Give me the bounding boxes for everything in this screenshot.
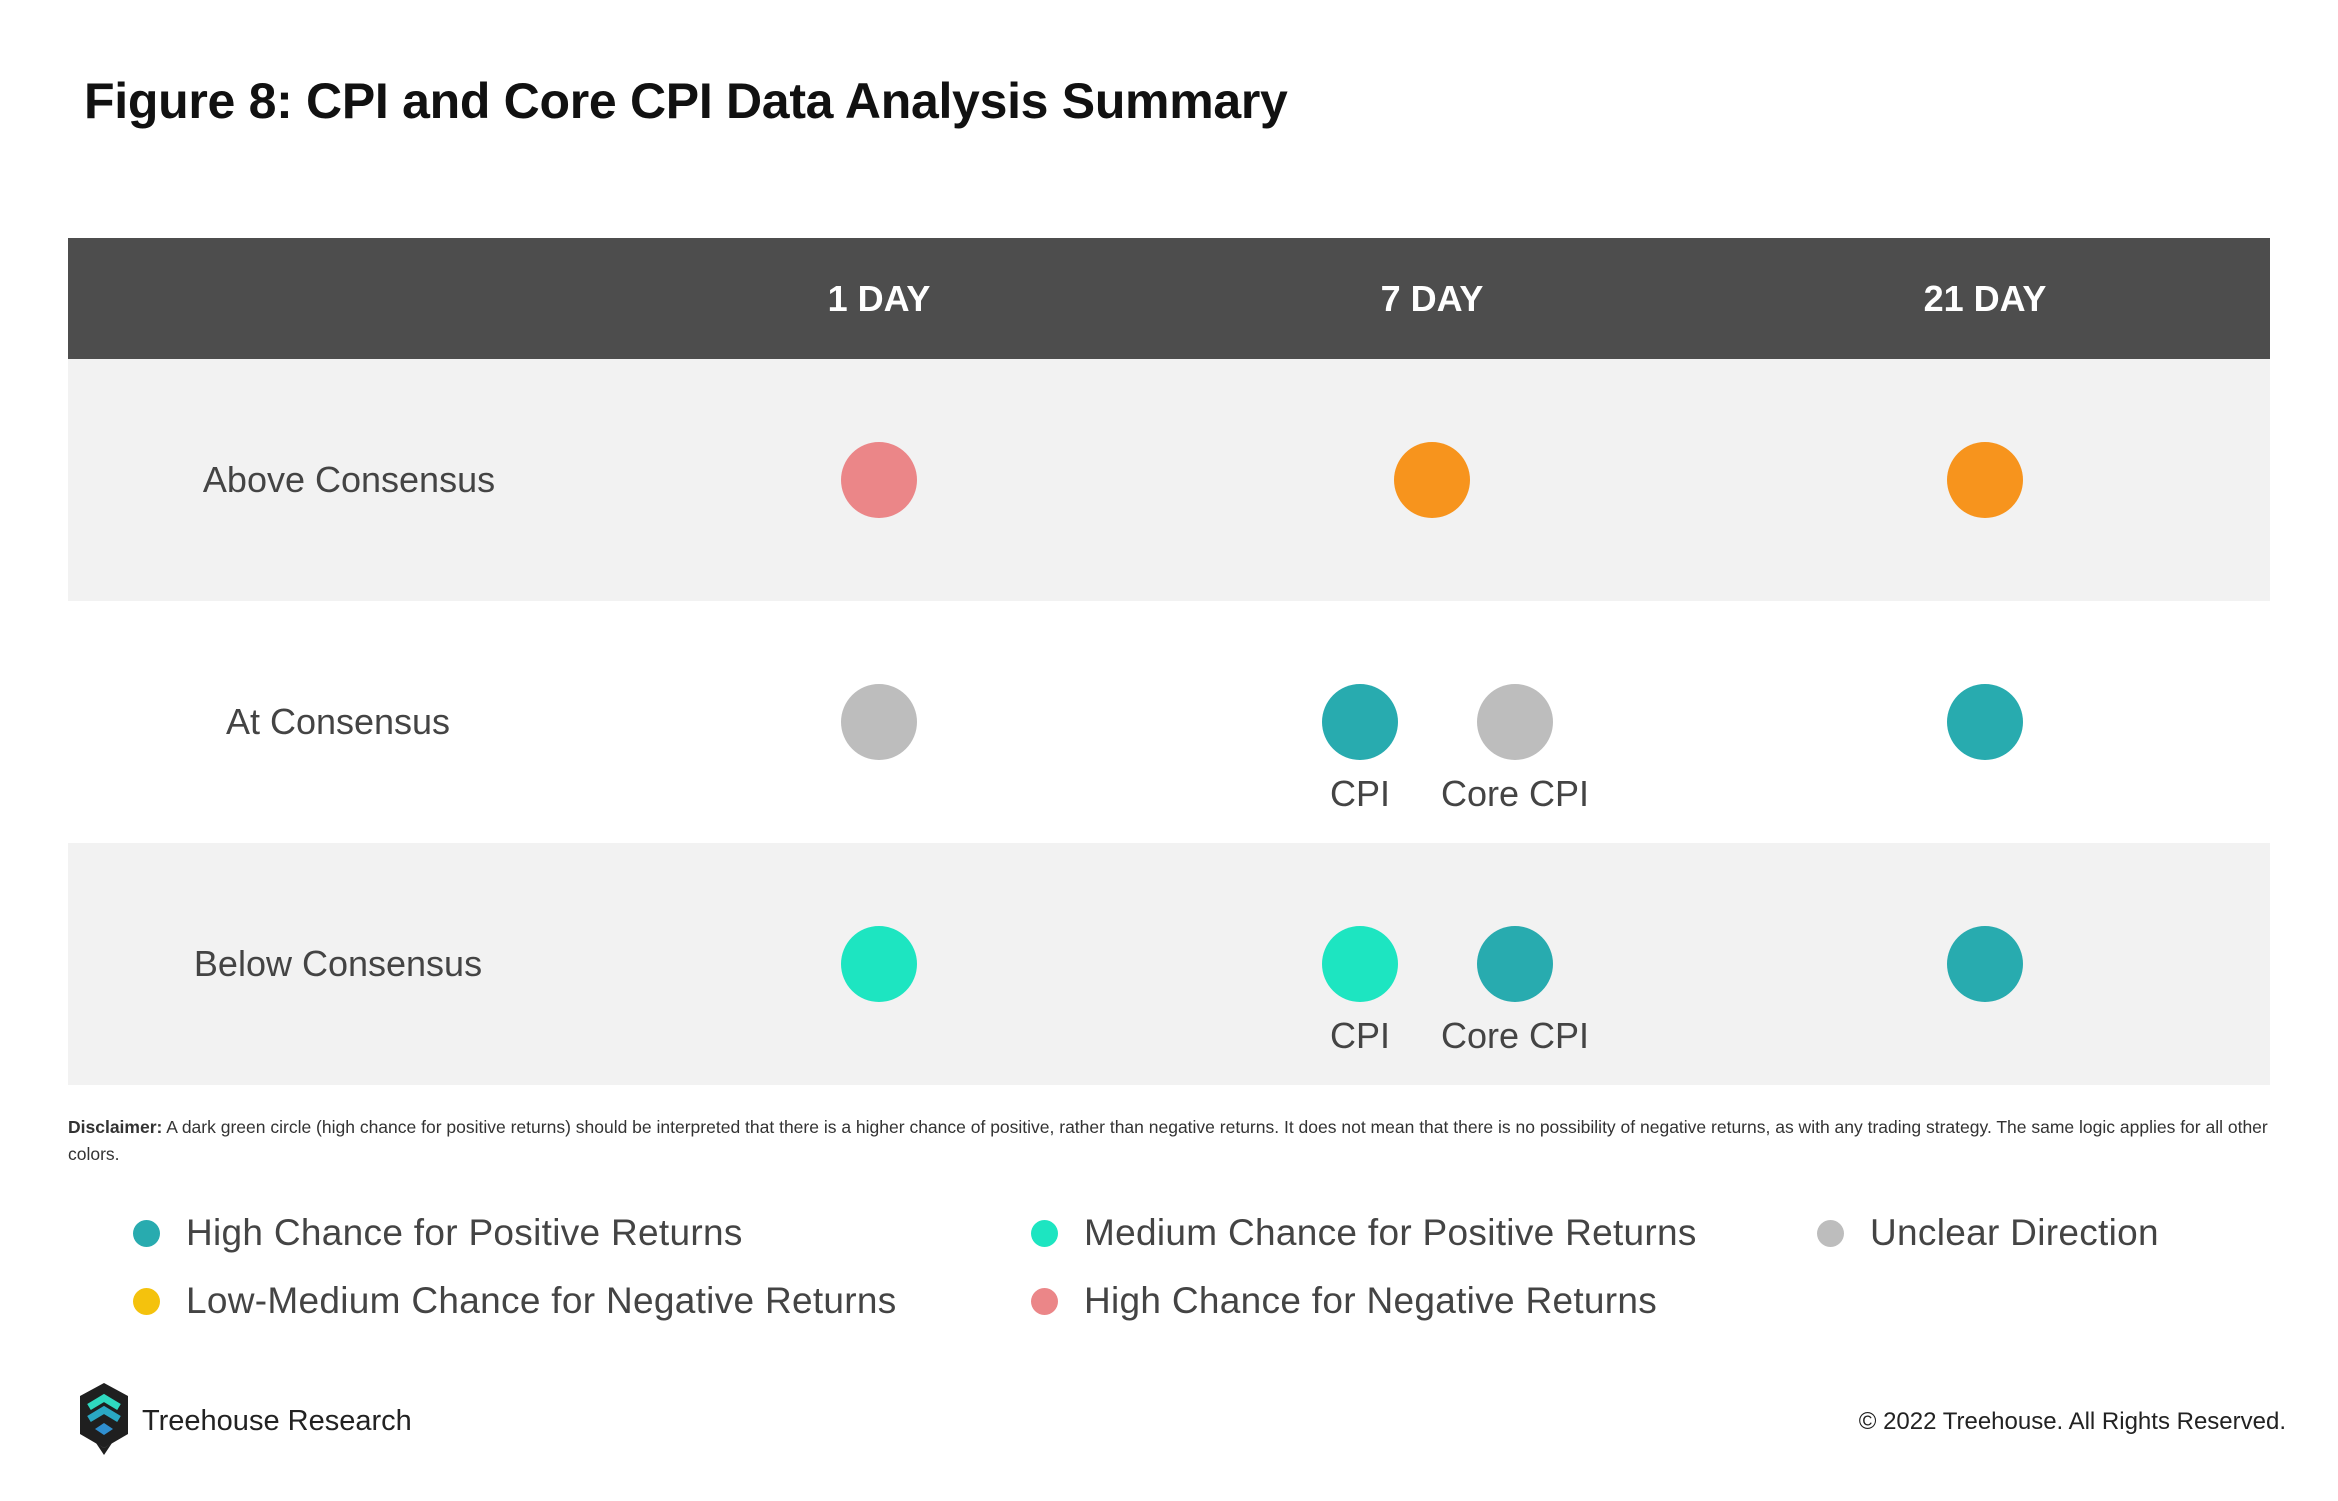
table-header: 1 DAY 7 DAY 21 DAY bbox=[68, 238, 2270, 359]
legend-label: Low-Medium Chance for Negative Returns bbox=[186, 1280, 897, 1321]
disclaimer-label: Disclaimer: bbox=[68, 1117, 163, 1137]
status-dot-cpi bbox=[1322, 684, 1398, 760]
dot-label-core-cpi: Core CPI bbox=[1440, 1015, 1590, 1056]
status-dot bbox=[841, 442, 917, 518]
legend-item-unclear: Unclear Direction bbox=[1817, 1211, 2159, 1255]
legend-dot bbox=[1817, 1219, 1844, 1247]
row-label: At Consensus bbox=[225, 701, 451, 742]
dot-label-core-cpi: Core CPI bbox=[1440, 773, 1590, 814]
status-dot bbox=[1947, 926, 2023, 1002]
legend-label: Unclear Direction bbox=[1870, 1212, 2159, 1253]
row-label: Above Consensus bbox=[202, 459, 496, 500]
legend-dot bbox=[133, 1219, 160, 1247]
row-label: Below Consensus bbox=[193, 943, 483, 984]
legend-dot bbox=[133, 1287, 160, 1315]
status-dot bbox=[841, 684, 917, 760]
disclaimer: Disclaimer: A dark green circle (high ch… bbox=[68, 1114, 2278, 1168]
table-row-above-consensus: Above Consensus bbox=[68, 359, 2270, 601]
status-dot bbox=[1947, 684, 2023, 760]
legend-item-low-medium-negative: Low-Medium Chance for Negative Returns bbox=[133, 1279, 897, 1323]
column-header-1-day: 1 DAY bbox=[827, 278, 931, 319]
dot-label-cpi: CPI bbox=[1329, 773, 1391, 814]
legend-item-medium-positive: Medium Chance for Positive Returns bbox=[1031, 1211, 1697, 1255]
dot-label-cpi: CPI bbox=[1329, 1015, 1391, 1056]
legend-dot bbox=[1031, 1287, 1058, 1315]
status-dot-cpi bbox=[1322, 926, 1398, 1002]
table-row-at-consensus: At Consensus CPI Core CPI bbox=[68, 601, 2270, 843]
copyright: © 2022 Treehouse. All Rights Reserved. bbox=[1858, 1408, 2286, 1435]
legend-label: High Chance for Positive Returns bbox=[186, 1212, 743, 1253]
legend-label: High Chance for Negative Returns bbox=[1084, 1280, 1658, 1321]
treehouse-logo-icon bbox=[78, 1382, 130, 1461]
column-header-21-day: 21 DAY bbox=[1923, 278, 2047, 319]
legend-item-high-positive: High Chance for Positive Returns bbox=[133, 1211, 743, 1255]
brand-logo: Treehouse Research bbox=[78, 1382, 412, 1461]
table-row-below-consensus: Below Consensus CPI Core CPI bbox=[68, 843, 2270, 1085]
legend-dot bbox=[1031, 1219, 1058, 1247]
column-header-7-day: 7 DAY bbox=[1380, 278, 1484, 319]
legend-item-high-negative: High Chance for Negative Returns bbox=[1031, 1279, 1657, 1323]
status-dot bbox=[841, 926, 917, 1002]
page-title: Figure 8: CPI and Core CPI Data Analysis… bbox=[84, 73, 1288, 129]
summary-table: 1 DAY 7 DAY 21 DAY Above Consensus At Co… bbox=[68, 238, 2270, 1085]
brand-name: Treehouse Research bbox=[142, 1405, 412, 1437]
status-dot bbox=[1394, 442, 1470, 518]
legend-label: Medium Chance for Positive Returns bbox=[1084, 1212, 1697, 1253]
status-dot-core-cpi bbox=[1477, 926, 1553, 1002]
disclaimer-text: A dark green circle (high chance for pos… bbox=[68, 1117, 2268, 1164]
status-dot bbox=[1947, 442, 2023, 518]
status-dot-core-cpi bbox=[1477, 684, 1553, 760]
